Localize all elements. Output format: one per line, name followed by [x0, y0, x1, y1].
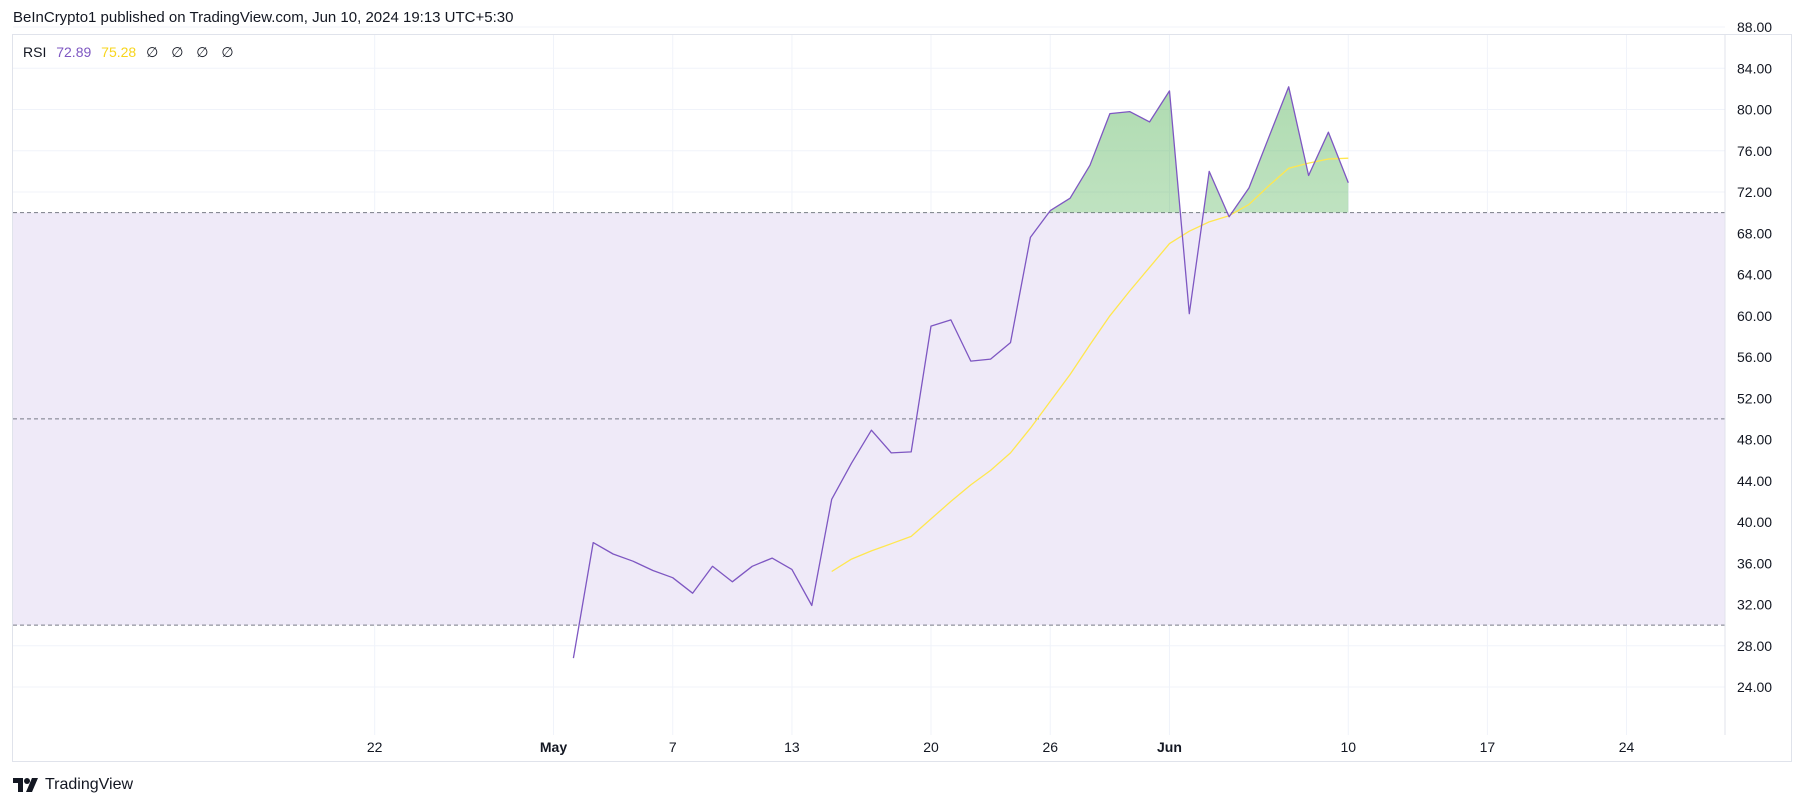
legend-rsi-value: 72.89 [56, 44, 92, 60]
legend-null-3: ∅ [196, 44, 209, 60]
y-axis: 24.00 28.00 32.00 36.00 40.00 44.00 48.00 52.00… [1724, 19, 1772, 735]
legend-ma-value: 75.28 [101, 44, 137, 60]
x-axis: 22 May 7 13 20 26 Jun 10 17 24 [367, 739, 1635, 755]
x-tick-label: May [540, 739, 567, 755]
y-tick-label: 48.00 [1737, 432, 1772, 448]
y-tick-label: 72.00 [1737, 184, 1772, 200]
y-tick-label: 32.00 [1737, 597, 1772, 613]
x-tick-label: 7 [669, 739, 677, 755]
legend-null-1: ∅ [146, 44, 159, 60]
legend-null-2: ∅ [171, 44, 184, 60]
tradingview-logo-icon [13, 778, 39, 792]
y-tick-label: 80.00 [1737, 102, 1772, 118]
rsi-band [13, 212, 1725, 626]
y-tick-label: 64.00 [1737, 267, 1772, 283]
x-tick-label: 13 [784, 739, 800, 755]
chart-frame [12, 34, 1792, 762]
y-tick-label: 76.00 [1737, 143, 1772, 159]
legend-null-values: ∅ ∅ ∅ ∅ [146, 44, 242, 60]
y-tick-label: 24.00 [1737, 679, 1772, 695]
y-tick-label: 88.00 [1737, 19, 1772, 35]
x-tick-label: 26 [1042, 739, 1058, 755]
x-tick-label: 22 [367, 739, 383, 755]
rsi-line [572, 86, 1349, 659]
tradingview-brand: TradingView [45, 776, 134, 793]
y-tick-label: 56.00 [1737, 349, 1772, 365]
y-tick-label: 60.00 [1737, 308, 1772, 324]
overbought-area [573, 86, 1349, 213]
legend-name: RSI [23, 44, 47, 60]
y-tick-label: 44.00 [1737, 473, 1772, 489]
x-tick-label: Jun [1157, 739, 1182, 755]
indicator-legend[interactable]: RSI 72.89 75.28 ∅ ∅ ∅ ∅ [23, 44, 249, 61]
tradingview-footer[interactable]: TradingView [13, 776, 133, 794]
y-tick-label: 68.00 [1737, 225, 1772, 241]
x-tick-label: 10 [1341, 739, 1357, 755]
rsi-ma-line [831, 157, 1349, 573]
y-tick-label: 28.00 [1737, 638, 1772, 654]
series-layer [572, 86, 1349, 659]
y-tick-label: 52.00 [1737, 390, 1772, 406]
x-tick-label: 20 [923, 739, 939, 755]
publish-info: BeInCrypto1 published on TradingView.com… [13, 9, 514, 26]
legend-null-4: ∅ [221, 44, 234, 60]
overbought-fill [573, 86, 1349, 213]
y-tick-label: 36.00 [1737, 555, 1772, 571]
x-tick-label: 17 [1480, 739, 1496, 755]
y-tick-label: 84.00 [1737, 60, 1772, 76]
y-tick-label: 40.00 [1737, 514, 1772, 530]
x-tick-label: 24 [1619, 739, 1635, 755]
